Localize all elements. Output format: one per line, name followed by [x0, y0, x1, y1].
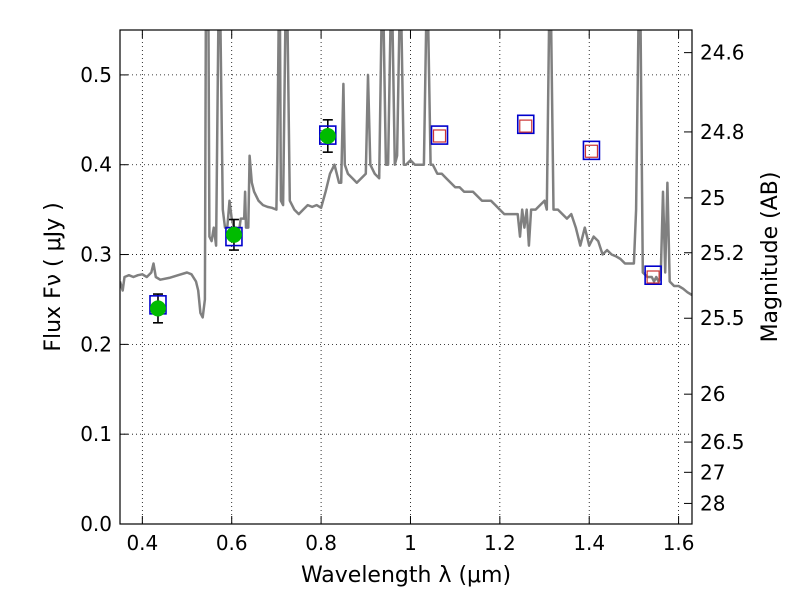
mag-tick-label: 24.8 — [700, 120, 745, 144]
plot-frame — [119, 29, 693, 525]
x-tick-label: 0.6 — [216, 531, 248, 555]
model-flux-square — [516, 114, 535, 135]
observed-flux-point — [149, 300, 166, 317]
model-flux-square — [430, 125, 449, 145]
y-axis-label: Flux Fν ( μJy ) — [41, 202, 66, 351]
y-tick-label: 0.2 — [80, 332, 112, 356]
y-tick-label: 0.3 — [80, 243, 112, 267]
photometry-markers — [149, 114, 662, 324]
axis-ticks: 0.4 0.6 0.8 1 1.2 1.4 1.6 0.0 0.1 0.2 0.3 0.4 0.5 24.… — [80, 30, 745, 555]
y-tick-label: 0.5 — [80, 63, 112, 87]
model-flux-square — [644, 265, 662, 286]
model-flux-square — [318, 125, 337, 145]
mag-tick-label: 26.5 — [700, 430, 745, 454]
right-y-axis-label: Magnitude (AB) — [758, 172, 783, 343]
spectrum-line — [120, 30, 692, 319]
predicted-flux-square — [519, 119, 533, 133]
y-tick-label: 0.0 — [80, 512, 112, 536]
x-tick-label: 1 — [404, 531, 417, 555]
predicted-flux-square — [646, 270, 660, 284]
x-tick-label: 1.2 — [484, 531, 516, 555]
mag-tick-label: 28 — [700, 491, 725, 515]
x-tick-label: 0.4 — [126, 531, 158, 555]
observed-flux-point — [319, 127, 336, 144]
predicted-flux-square — [584, 144, 599, 158]
observed-flux-point — [225, 226, 242, 243]
x-axis-label: Wavelength λ (μm) — [301, 563, 511, 588]
y-tick-label: 0.4 — [80, 153, 112, 177]
model-flux-square — [582, 140, 601, 161]
x-tick-label: 0.8 — [305, 531, 337, 555]
x-tick-label: 1.4 — [573, 531, 605, 555]
mag-tick-label: 25.2 — [700, 241, 745, 265]
predicted-flux-square — [432, 129, 447, 143]
mag-tick-label: 24.6 — [700, 41, 745, 65]
x-tick-label: 1.6 — [663, 531, 695, 555]
y-tick-label: 0.1 — [80, 422, 112, 446]
model-spectrum — [120, 30, 692, 319]
mag-tick-label: 25 — [700, 186, 725, 210]
mag-tick-label: 25.5 — [700, 306, 745, 330]
mag-tick-label: 26 — [700, 382, 725, 406]
mag-tick-label: 27 — [700, 460, 725, 484]
